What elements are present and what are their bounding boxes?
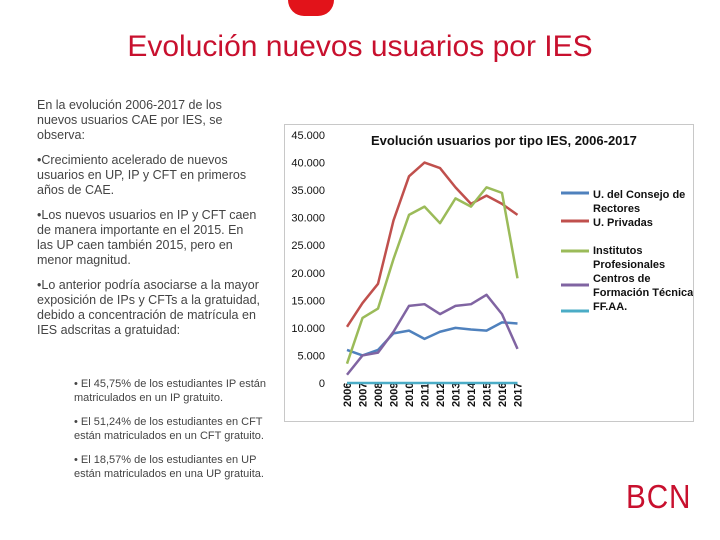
y-tick-label: 25.000 — [291, 240, 325, 252]
legend-label: U. del Consejo de Rectores — [593, 189, 685, 215]
subpoint-2: • El 51,24% de los estudiantes en CFT es… — [74, 416, 264, 442]
series-line-3 — [346, 293, 519, 376]
y-tick-label: 5.000 — [297, 350, 325, 362]
chart-container: Evolución usuarios por tipo IES, 2006-20… — [284, 124, 694, 422]
y-tick-label: 45.000 — [291, 130, 325, 142]
point-1: •Crecimiento acelerado de nuevos usuario… — [37, 153, 247, 197]
x-tick-label: 2013 — [451, 383, 463, 407]
x-tick-label: 2011 — [420, 383, 432, 407]
y-tick-label: 10.000 — [291, 323, 325, 335]
y-tick-label: 40.000 — [291, 158, 325, 170]
point-3: •Lo anterior podría asociarse a la mayor… — [37, 278, 261, 337]
y-tick-label: 15.000 — [291, 295, 325, 307]
x-tick-label: 2006 — [342, 383, 354, 407]
sub-bullets: • El 45,75% de los estudiantes IP están … — [74, 378, 274, 492]
y-tick-label: 20.000 — [291, 268, 325, 280]
x-tick-label: 2016 — [497, 383, 509, 407]
x-tick-label: 2007 — [358, 383, 370, 407]
intro-paragraph: En la evolución 2006-2017 de los nuevos … — [37, 98, 223, 142]
series-line-2 — [345, 186, 519, 365]
x-tick-label: 2010 — [404, 383, 416, 407]
subpoint-1: • El 45,75% de los estudiantes IP están … — [74, 378, 266, 404]
y-tick-label: 35.000 — [291, 185, 325, 197]
body-text: En la evolución 2006-2017 de los nuevos … — [37, 98, 262, 348]
slide-title: Evolución nuevos usuarios por IES — [127, 30, 593, 63]
y-tick-label: 30.000 — [291, 213, 325, 225]
x-tick-label: 2014 — [466, 382, 478, 407]
top-logo-mark — [288, 0, 334, 16]
legend-label: Centros de Formación Técnica — [593, 273, 693, 299]
x-tick-label: 2008 — [373, 383, 385, 407]
series-line-0 — [346, 321, 518, 357]
legend-label: Institutos Profesionales — [593, 245, 665, 271]
x-tick-label: 2009 — [389, 383, 401, 407]
bcn-logo: BCN — [626, 478, 692, 515]
line-chart: Evolución usuarios por tipo IES, 2006-20… — [291, 130, 693, 407]
chart-title: Evolución usuarios por tipo IES, 2006-20… — [371, 133, 637, 148]
y-tick-label: 0 — [319, 378, 325, 390]
legend-label: FF.AA. — [593, 301, 627, 313]
x-tick-label: 2015 — [482, 383, 494, 407]
point-2: •Los nuevos usuarios en IP y CFT caen de… — [37, 208, 257, 267]
series-line-1 — [345, 161, 519, 328]
x-tick-label: 2012 — [435, 383, 447, 407]
subpoint-3: • El 18,57% de los estudiantes en UP est… — [74, 454, 264, 480]
x-tick-label: 2017 — [513, 383, 525, 407]
legend-label: U. Privadas — [593, 217, 653, 229]
